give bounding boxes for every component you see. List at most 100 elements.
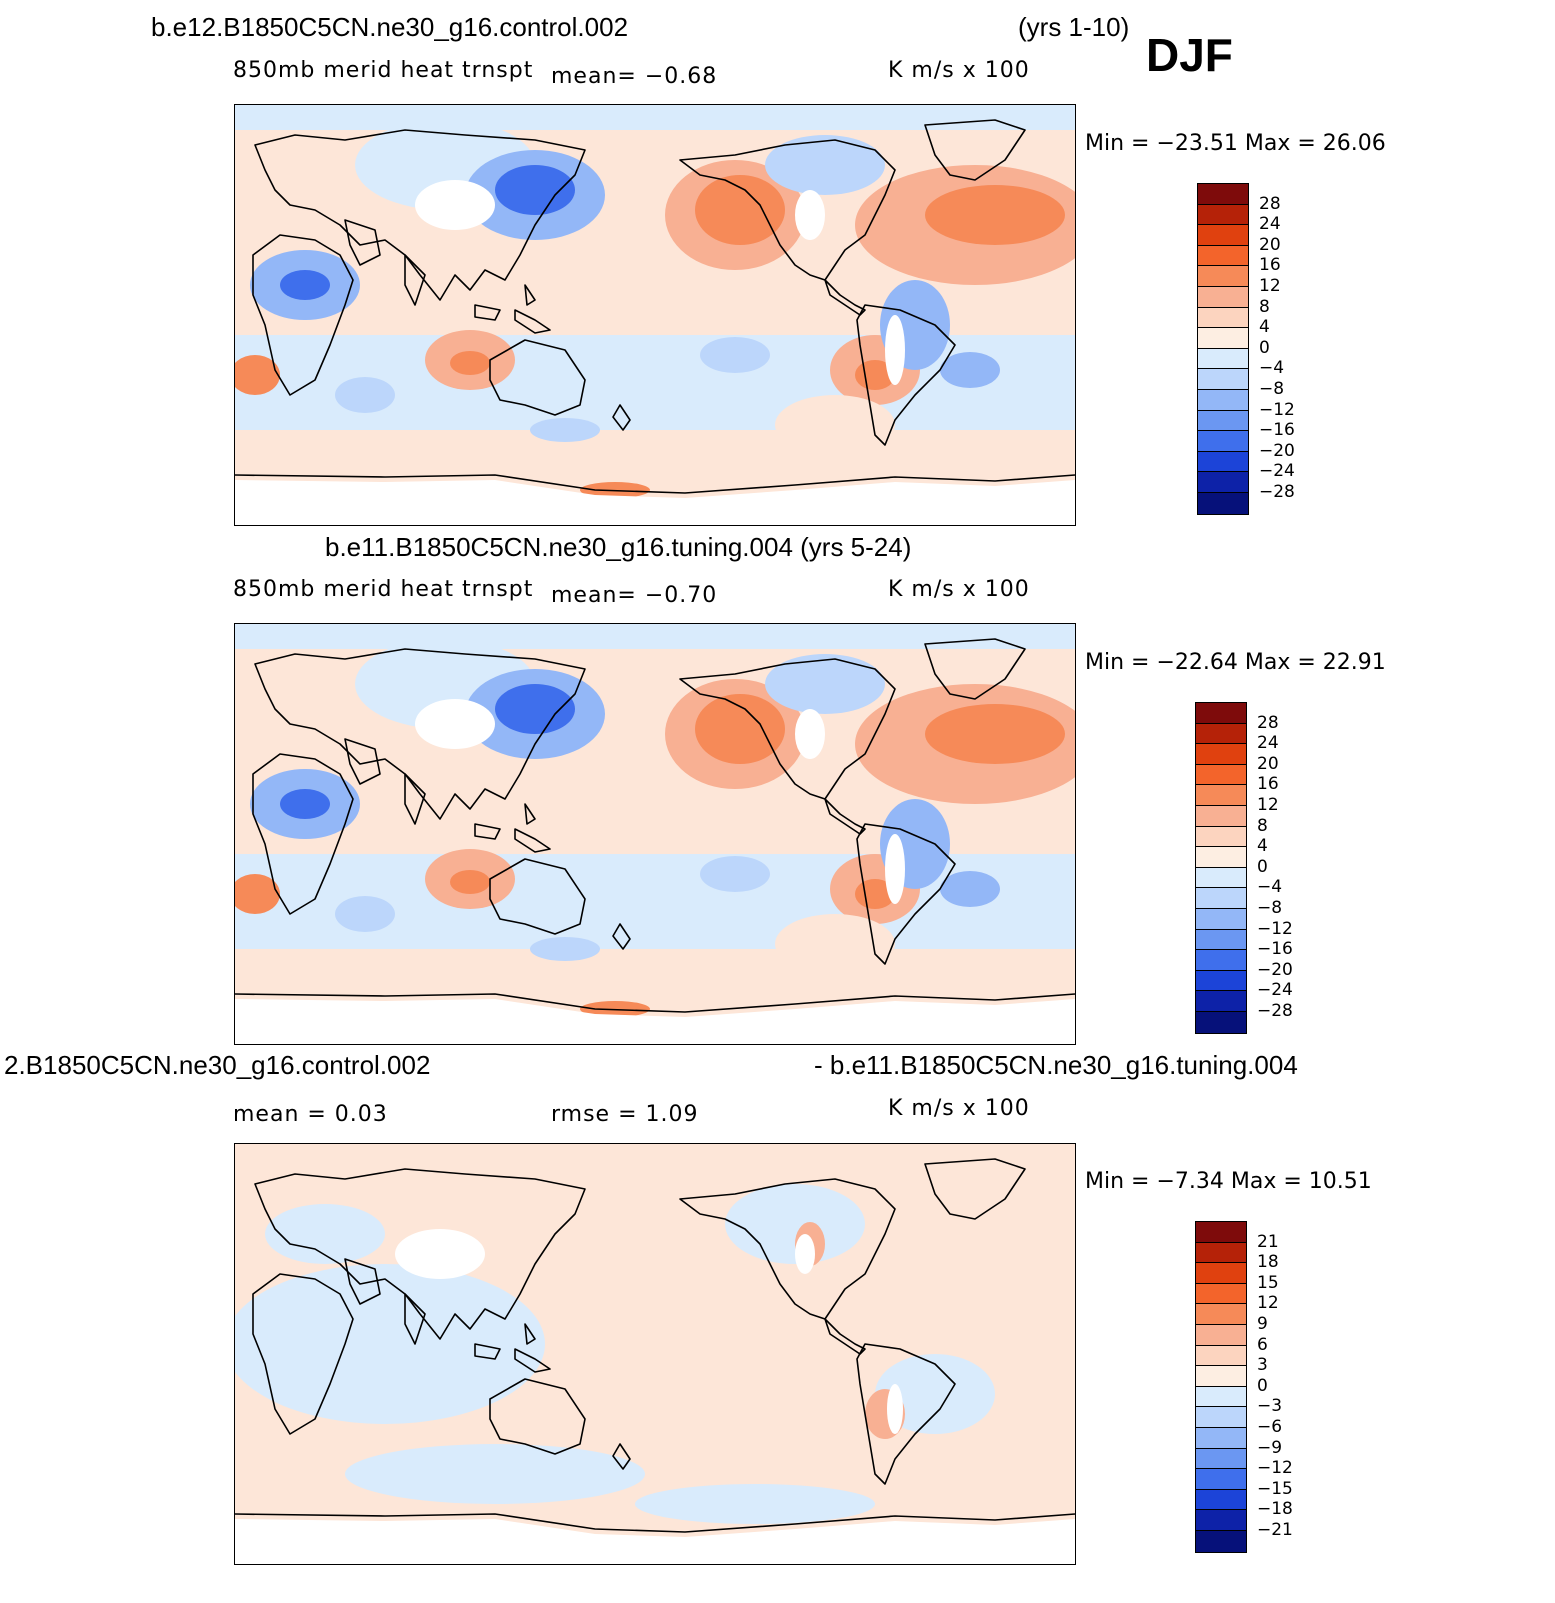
coastline [344,1258,426,1345]
panel2-case-title: b.e11.B1850C5CN.ne30_g16.tuning.004 (yrs… [325,532,912,562]
colorbar-swatch [1196,1469,1246,1490]
contour-fill [235,624,1075,649]
contour-fill [775,914,895,974]
coastline [235,1513,1075,1533]
coastline [474,284,551,334]
contour-fill [530,418,600,442]
colorbar-swatch [1196,1407,1246,1428]
colorbar-swatch [1196,826,1246,848]
contour-fill [795,709,825,759]
colorbar-tick-label: 24 [1259,214,1281,235]
contour-fill [415,180,495,230]
colorbar-tick-label: −4 [1257,877,1283,898]
contour-fill [695,694,785,764]
coastline [612,1443,631,1470]
coastline [856,823,956,965]
colorbar-swatch [1198,245,1248,267]
contour-fill [925,185,1065,245]
colorbar-swatch [1198,492,1248,514]
colorbar-tick-label: −24 [1259,461,1295,482]
panel1-units: K m/s x 100 [888,58,1030,83]
colorbar-tick-label: −8 [1259,379,1285,399]
colorbar-tick-label: −20 [1257,959,1293,980]
coastline [856,304,956,446]
contour-fill [795,1234,815,1274]
panel1-map [234,104,1076,526]
colorbar-tick-label: 15 [1257,1272,1279,1293]
panel3-case-title: 2.B1850C5CN.ne30_g16.control.002 [4,1050,431,1080]
colorbar-tick-label: 0 [1257,1375,1268,1396]
contour-fill [925,704,1065,764]
coastline [924,638,1026,700]
contour-fill [765,135,885,195]
colorbar-swatch [1196,1242,1246,1264]
colorbar-tick-label: 4 [1257,836,1268,857]
colorbar-tick-label: 0 [1259,337,1270,358]
colorbar-tick-label: −18 [1257,1499,1293,1520]
panel3-units: K m/s x 100 [888,1096,1030,1121]
colorbar-tick-label: 4 [1259,317,1270,338]
panel1-mean: mean= −0.68 [551,64,718,89]
colorbar-swatch [1198,451,1248,473]
panel2-map-svg [235,624,1075,1044]
coastline [679,139,896,281]
colorbar-swatch [1196,847,1246,868]
panel1-years: (yrs 1-10) [1018,12,1130,42]
coastline [489,858,586,935]
contour-fill [940,352,1000,388]
panel3-minus-case: - b.e11.B1850C5CN.ne30_g16.tuning.004 [814,1050,1298,1080]
colorbar-swatch [1196,723,1246,745]
contour-fill [695,175,785,245]
contour-fill [265,1204,385,1264]
contour-fill [595,1294,775,1394]
colorbar-tick-label: 28 [1259,193,1281,214]
colorbar-swatch [1198,307,1248,329]
colorbar-swatch [1198,266,1248,287]
colorbar-tick-label: −9 [1257,1437,1283,1458]
coastline [679,1178,896,1320]
contour-fill [775,395,895,455]
contour-fill [765,654,885,714]
colorbar-tick-label: −4 [1259,358,1285,379]
colorbar-tick-label: 16 [1259,255,1281,276]
contour-fill [235,105,1075,130]
panel3-minmax: Min = −7.34 Max = 10.51 [1085,1169,1372,1194]
colorbar-tick-label: 9 [1257,1314,1268,1334]
coastline [612,923,631,950]
colorbar-tick-label: 12 [1259,276,1281,296]
panel1-colorbar [1197,183,1249,515]
colorbar-swatch [1196,1011,1246,1033]
colorbar-swatch [1198,225,1248,246]
colorbar-swatch [1196,1222,1246,1243]
colorbar-swatch [1196,785,1246,806]
colorbar-swatch [1196,950,1246,971]
colorbar-tick-label: 8 [1257,815,1268,836]
coastline [489,1378,586,1455]
contour-fill [495,684,575,734]
colorbar-tick-label: 24 [1257,733,1279,754]
contour-fill [855,360,895,390]
contour-fill [885,834,905,904]
contour-fill [700,337,770,373]
coastline [824,798,866,835]
coastline [235,993,1075,1013]
antarctica-fill [235,480,1075,525]
colorbar-tick-label: −3 [1257,1396,1283,1417]
colorbar-swatch [1196,1304,1246,1325]
contour-fill [940,871,1000,907]
colorbar-swatch [1198,472,1248,493]
colorbar-tick-label: 3 [1257,1355,1268,1376]
colorbar-tick-label: −12 [1259,399,1295,420]
colorbar-swatch [1198,410,1248,432]
coastline [252,753,354,915]
colorbar-swatch [1196,1427,1246,1449]
colorbar-tick-label: −28 [1257,1001,1293,1021]
colorbar-tick-label: −28 [1259,482,1295,502]
contour-fill [530,937,600,961]
contour-fill [235,1264,545,1424]
panel1-variable-label: 850mb merid heat trnspt [233,58,534,83]
coastline [235,474,1075,494]
contour-fill [235,355,280,395]
panel3-mean: mean = 0.03 [233,1102,388,1127]
colorbar-tick-label: 21 [1257,1231,1279,1252]
